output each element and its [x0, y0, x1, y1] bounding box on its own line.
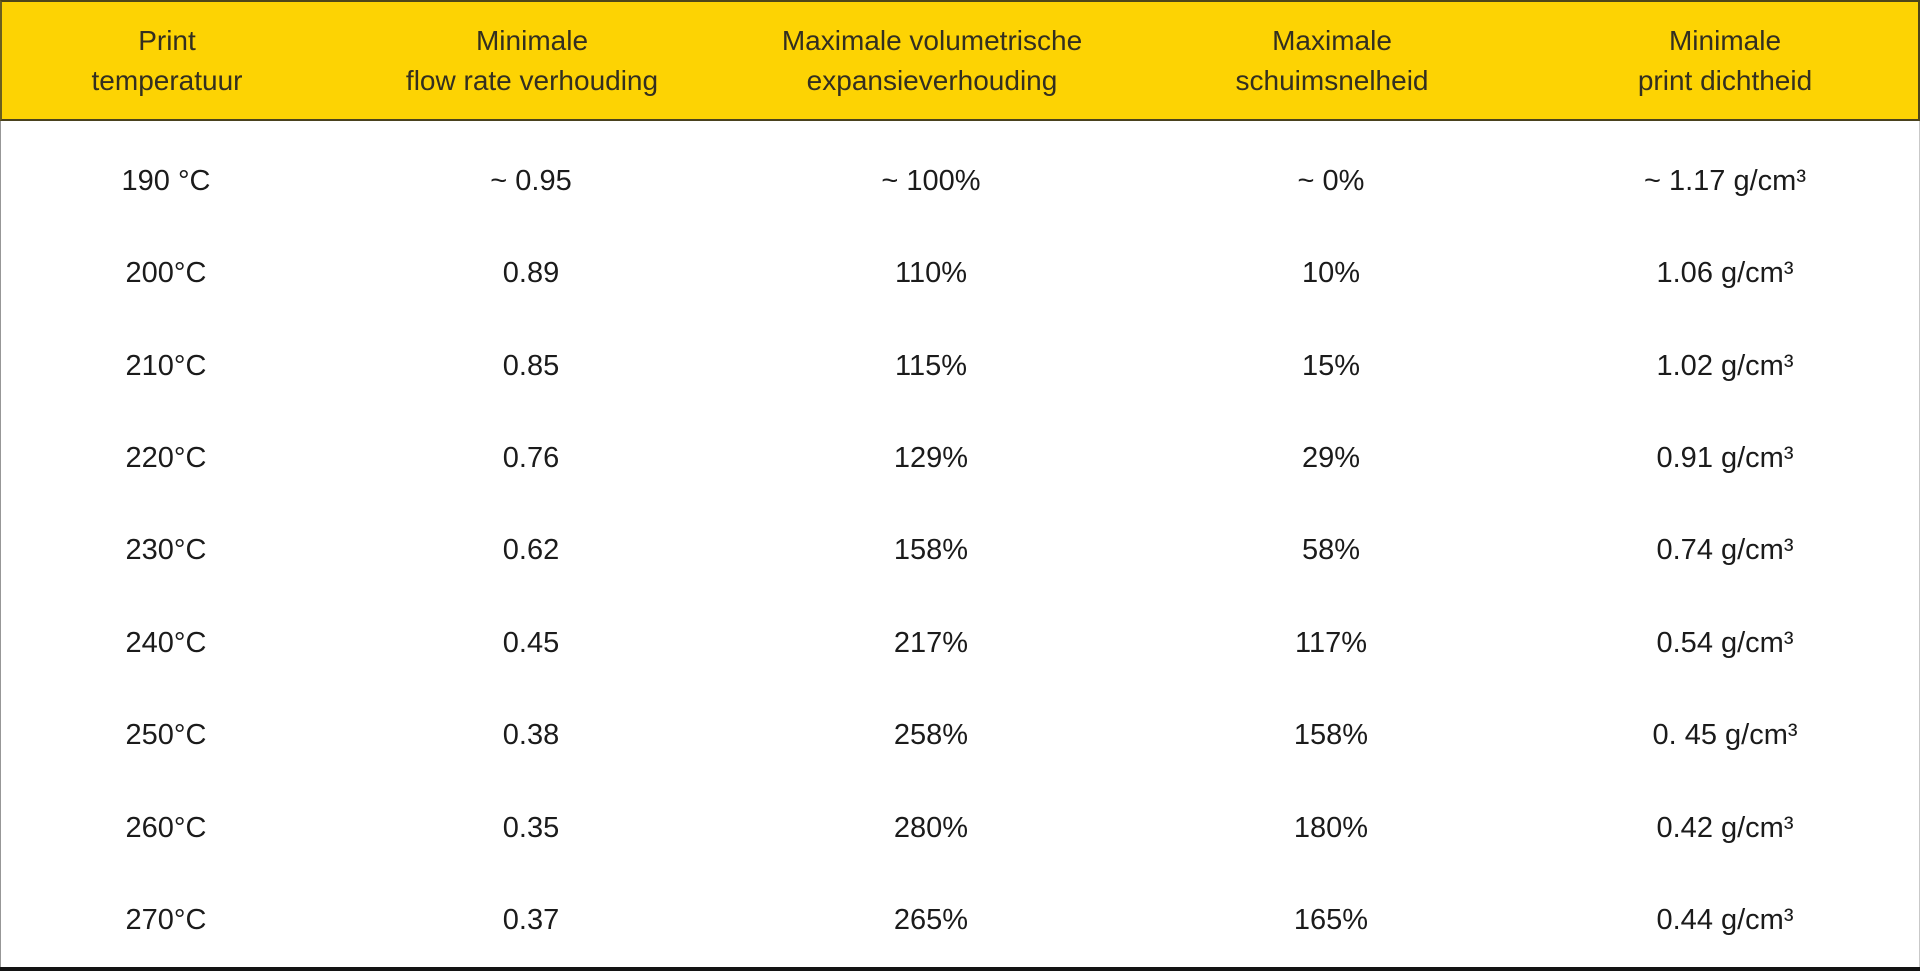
cell-schuimsnelheid: 58% — [1301, 534, 1361, 567]
cell-print-dichtheid: 0.42 g/cm³ — [1656, 811, 1794, 844]
cell-schuimsnelheid: 117% — [1294, 626, 1368, 659]
cell-print-dichtheid: 0.54 g/cm³ — [1656, 626, 1794, 659]
cell-expansieverhouding: 280% — [893, 811, 969, 844]
cell-expansieverhouding: ~ 100% — [881, 164, 981, 197]
table-body: 190 °C ~ 0.95 ~ 100% ~ 0% ~ 1.17 g/cm³ 2… — [0, 121, 1920, 967]
cell-print-temperatuur: 250°C — [125, 719, 207, 752]
cell-print-dichtheid: 0. 45 g/cm³ — [1652, 719, 1798, 752]
column-header-minimale-flow-rate-verhouding: Minimale flow rate verhouding — [405, 24, 659, 96]
table-row: 230°C 0.62 158% 58% 0.74 g/cm³ — [1, 505, 1919, 597]
table-row: 250°C 0.38 258% 158% 0. 45 g/cm³ — [1, 690, 1919, 782]
cell-schuimsnelheid: 180% — [1293, 811, 1369, 844]
column-header-print-temperatuur: Print temperatuur — [91, 24, 243, 96]
cell-print-temperatuur: 240°C — [125, 626, 207, 659]
cell-expansieverhouding: 265% — [893, 904, 969, 937]
cell-print-temperatuur: 190 °C — [121, 164, 211, 197]
cell-print-dichtheid: 1.06 g/cm³ — [1656, 257, 1794, 290]
cell-flow-rate-verhouding: 0.37 — [502, 904, 560, 937]
table-row: 190 °C ~ 0.95 ~ 100% ~ 0% ~ 1.17 g/cm³ — [1, 135, 1919, 227]
cell-print-dichtheid: 0.74 g/cm³ — [1656, 534, 1794, 567]
cell-print-temperatuur: 230°C — [125, 534, 207, 567]
cell-schuimsnelheid: 165% — [1293, 904, 1369, 937]
cell-flow-rate-verhouding: ~ 0.95 — [490, 164, 572, 197]
table-row: 220°C 0.76 129% 29% 0.91 g/cm³ — [1, 412, 1919, 504]
cell-expansieverhouding: 115% — [894, 349, 968, 382]
cell-flow-rate-verhouding: 0.38 — [502, 719, 560, 752]
cell-expansieverhouding: 258% — [893, 719, 969, 752]
cell-print-dichtheid: 0.44 g/cm³ — [1656, 904, 1794, 937]
cell-print-dichtheid: 1.02 g/cm³ — [1656, 349, 1794, 382]
cell-print-dichtheid: 0.91 g/cm³ — [1656, 442, 1794, 475]
cell-expansieverhouding: 158% — [893, 534, 969, 567]
cell-flow-rate-verhouding: 0.85 — [502, 349, 560, 382]
cell-print-temperatuur: 210°C — [125, 349, 207, 382]
cell-schuimsnelheid: 158% — [1293, 719, 1369, 752]
column-header-maximale-volumetrische-expansieverhouding: Maximale volumetrische expansieverhoudin… — [781, 24, 1083, 96]
cell-print-temperatuur: 260°C — [125, 811, 207, 844]
cell-print-dichtheid: ~ 1.17 g/cm³ — [1644, 164, 1806, 197]
column-header-minimale-print-dichtheid: Minimale print dichtheid — [1637, 24, 1813, 96]
cell-schuimsnelheid: 10% — [1301, 257, 1361, 290]
column-header-maximale-schuimsnelheid: Maximale schuimsnelheid — [1235, 24, 1429, 96]
cell-print-temperatuur: 200°C — [125, 257, 207, 290]
cell-schuimsnelheid: 29% — [1301, 442, 1361, 475]
table-row: 240°C 0.45 217% 117% 0.54 g/cm³ — [1, 597, 1919, 689]
cell-print-temperatuur: 220°C — [125, 442, 207, 475]
table-row: 260°C 0.35 280% 180% 0.42 g/cm³ — [1, 782, 1919, 874]
table-row: 270°C 0.37 265% 165% 0.44 g/cm³ — [1, 875, 1919, 967]
table-row: 210°C 0.85 115% 15% 1.02 g/cm³ — [1, 320, 1919, 412]
cell-expansieverhouding: 110% — [894, 257, 968, 290]
cell-flow-rate-verhouding: 0.76 — [502, 442, 560, 475]
cell-flow-rate-verhouding: 0.62 — [502, 534, 560, 567]
cell-print-temperatuur: 270°C — [125, 904, 207, 937]
cell-expansieverhouding: 129% — [893, 442, 969, 475]
cell-schuimsnelheid: ~ 0% — [1297, 164, 1365, 197]
table-row: 200°C 0.89 110% 10% 1.06 g/cm³ — [1, 227, 1919, 319]
cell-flow-rate-verhouding: 0.89 — [502, 257, 560, 290]
cell-flow-rate-verhouding: 0.45 — [502, 626, 560, 659]
cell-flow-rate-verhouding: 0.35 — [502, 811, 560, 844]
cell-expansieverhouding: 217% — [893, 626, 969, 659]
table-header-row: Print temperatuur Minimale flow rate ver… — [0, 0, 1920, 121]
cell-schuimsnelheid: 15% — [1301, 349, 1361, 382]
